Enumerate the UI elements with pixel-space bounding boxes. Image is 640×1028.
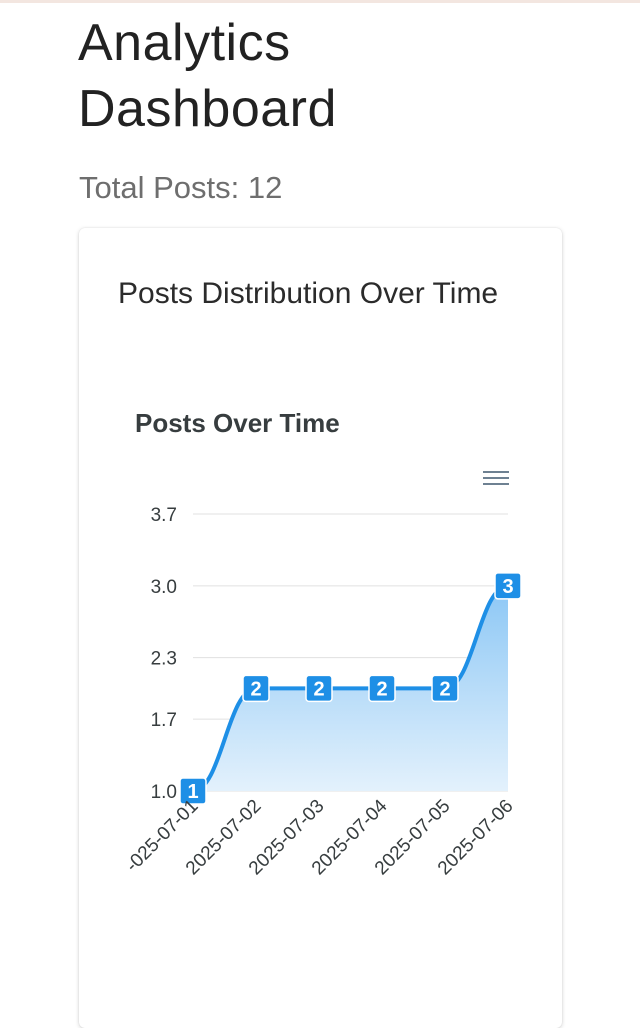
data-label: 2 (313, 678, 324, 700)
y-tick-label: 3.0 (151, 577, 177, 598)
data-label-box (494, 572, 522, 600)
chart-title: Posts Over Time (135, 408, 340, 438)
chart-card: Posts Distribution Over Time Posts Over … (79, 228, 562, 1028)
data-label-box (305, 674, 333, 703)
total-posts-label: Total Posts: (79, 170, 240, 205)
y-tick-label: 1.0 (151, 782, 177, 803)
card-title: Posts Distribution Over Time (118, 277, 499, 310)
data-label: 3 (502, 576, 513, 598)
data-label-box (431, 674, 459, 703)
y-tick-label: 3.7 (151, 505, 177, 526)
data-label-box (368, 674, 396, 703)
y-tick-label: 2.3 (151, 649, 177, 670)
hamburger-menu-icon[interactable] (483, 468, 509, 488)
total-posts-value: 12 (247, 170, 283, 205)
total-posts: Total Posts: 12 (79, 168, 282, 208)
y-tick-label: 1.7 (151, 710, 177, 731)
data-label: 1 (187, 781, 198, 803)
data-label: 2 (376, 678, 387, 700)
top-border (0, 0, 640, 3)
data-label-box (179, 777, 207, 805)
series-line (191, 583, 510, 793)
data-label-box (242, 674, 270, 703)
page-title: Analytics Dashboard (78, 14, 337, 138)
data-label: 2 (250, 678, 261, 700)
data-label: 2 (439, 678, 450, 700)
posts-over-time-chart: 3.73.02.31.71.0 12 2 2 23-025-07-012025-07-0… (122, 505, 522, 879)
